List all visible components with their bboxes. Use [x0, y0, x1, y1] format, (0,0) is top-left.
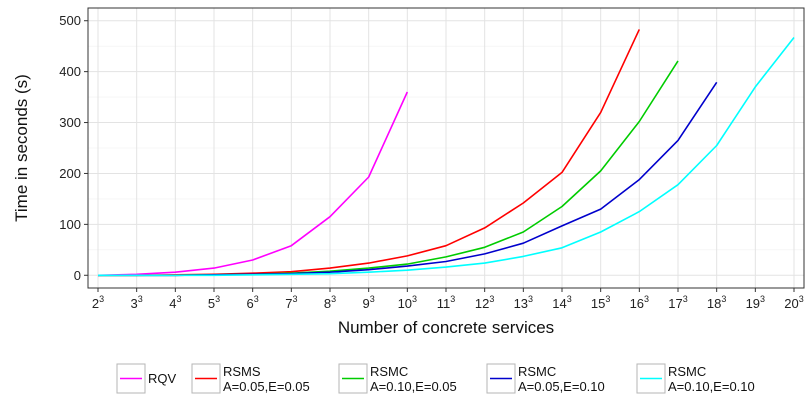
x-axis: 23 33 43 53 63 73 83 93 103 113 123 133 143 153 163 173…	[92, 288, 804, 311]
legend-label: RQV	[148, 371, 177, 386]
legend-label: RSMC	[668, 364, 706, 379]
x-tick-label: 153	[591, 294, 610, 311]
x-tick-label: 73	[285, 294, 297, 311]
x-tick-label: 43	[169, 294, 181, 311]
x-tick-label: 23	[92, 294, 104, 311]
legend-label-line2: A=0.05,E=0.05	[223, 379, 310, 394]
series-line-5	[98, 37, 795, 277]
legend-item-1: RQV	[116, 363, 177, 394]
x-tick-label: 83	[324, 294, 336, 311]
legend-label-line2: A=0.10,E=0.05	[370, 379, 457, 394]
x-tick-label: 133	[514, 294, 533, 311]
legend-label: RSMC	[518, 364, 556, 379]
x-tick-label: 173	[668, 294, 687, 311]
x-tick-label: 63	[247, 294, 259, 311]
x-tick-label: 183	[707, 294, 726, 311]
x-tick-label: 193	[746, 294, 765, 311]
x-tick-label: 93	[363, 294, 375, 311]
y-tick-label: 0	[74, 268, 81, 283]
x-tick-label: 203	[784, 294, 803, 311]
y-tick-label: 100	[59, 217, 81, 232]
legend: RQV RSMSA=0.05,E=0.05RSMCA=0.10,E=0.05RSM…	[116, 363, 755, 394]
y-tick-label: 500	[59, 13, 81, 28]
series-lines	[97, 29, 795, 277]
legend-label-line2: A=0.05,E=0.10	[518, 379, 605, 394]
legend-label: RSMS	[223, 364, 261, 379]
y-axis: 0 100 200 300 400 500	[59, 13, 88, 283]
x-tick-label: 33	[131, 294, 143, 311]
y-tick-label: 200	[59, 166, 81, 181]
x-axis-title: Number of concrete services	[338, 318, 554, 337]
legend-label: RSMC	[370, 364, 408, 379]
x-tick-label: 103	[398, 294, 417, 311]
y-tick-label: 400	[59, 64, 81, 79]
x-tick-label: 123	[475, 294, 494, 311]
legend-label-line2: A=0.10,E=0.10	[668, 379, 755, 394]
x-tick-label: 113	[437, 294, 456, 311]
x-tick-label: 143	[552, 294, 571, 311]
series-line-1	[97, 91, 409, 277]
y-tick-label: 300	[59, 115, 81, 130]
y-axis-title: Time in seconds (s)	[12, 74, 31, 222]
x-tick-label: 53	[208, 294, 220, 311]
x-tick-label: 163	[630, 294, 649, 311]
